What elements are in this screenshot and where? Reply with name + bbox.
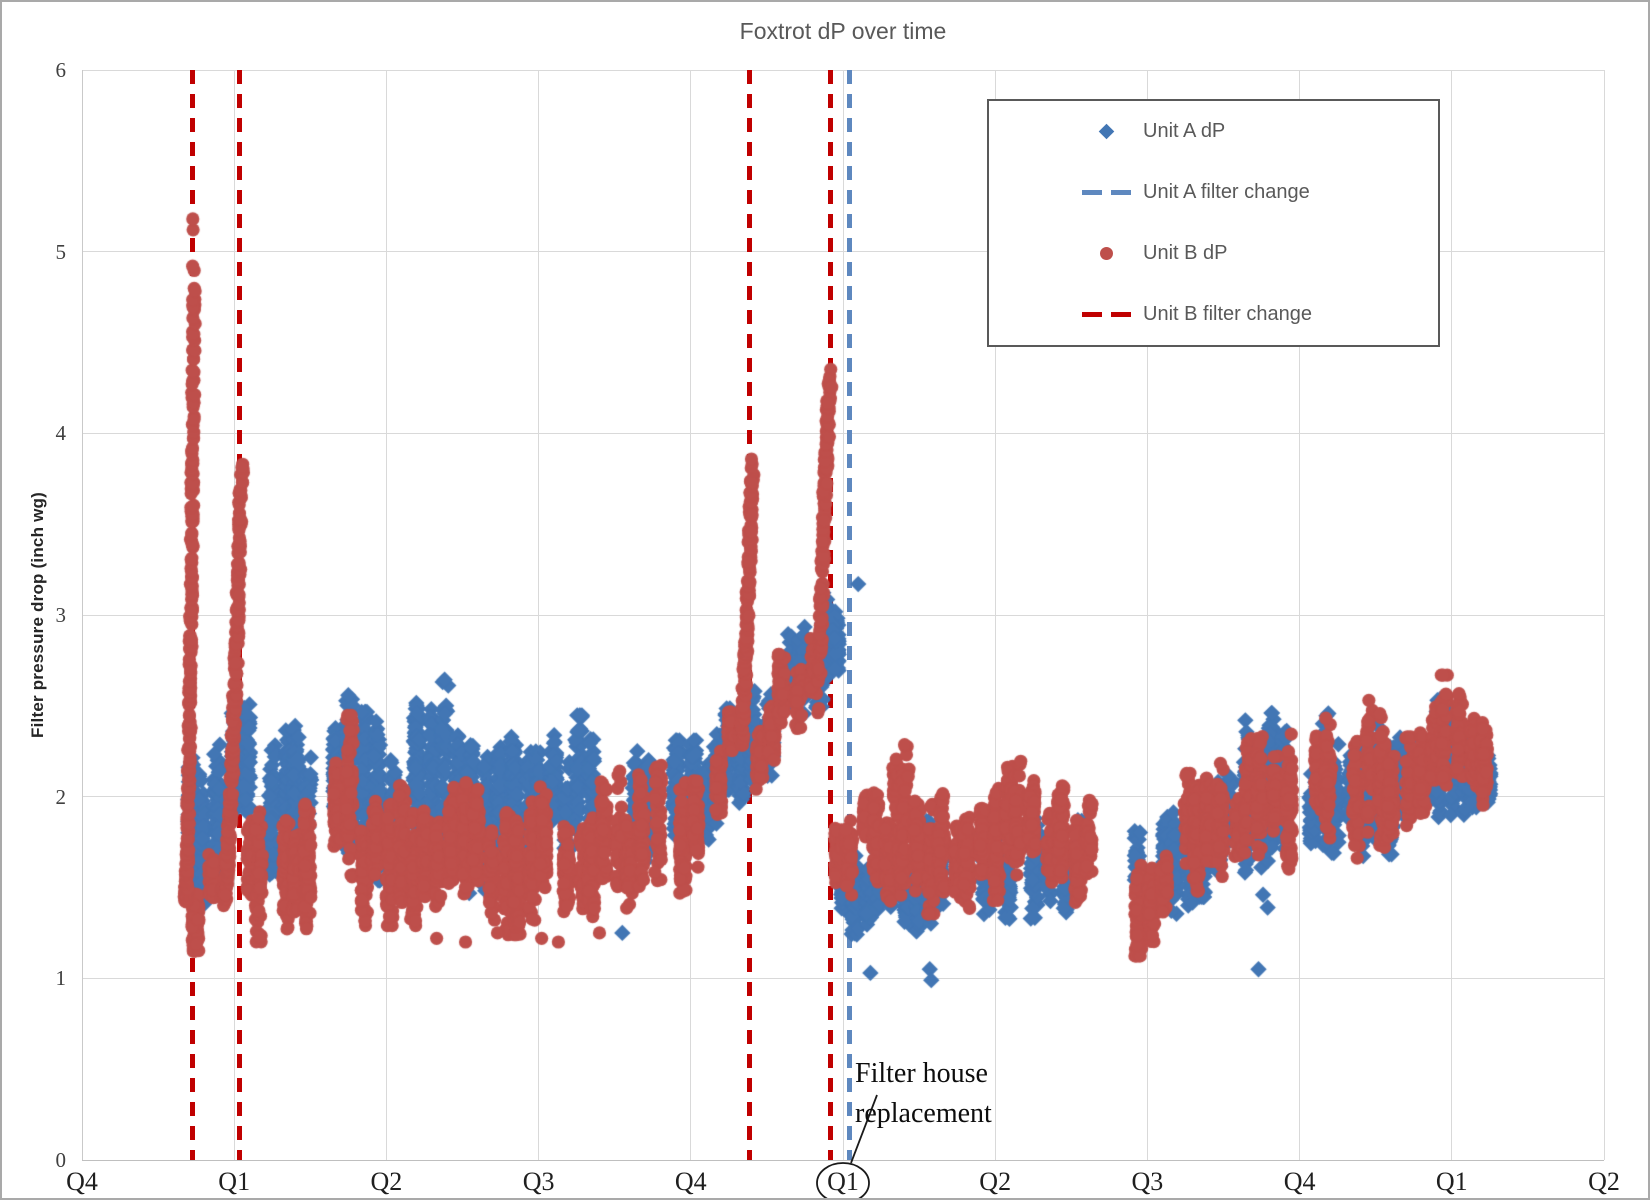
legend-entry: Unit A dP	[989, 102, 1438, 162]
annotation-line-2: replacement	[855, 1098, 992, 1129]
legend-label: Unit B dP	[1143, 242, 1228, 264]
chart-title: Foxtrot dP over time	[739, 18, 947, 44]
y-axis-title: Filter pressure drop (inch wg)	[28, 492, 47, 738]
legend-label: Unit A filter change	[1143, 181, 1310, 203]
legend-label: Unit B filter change	[1143, 303, 1312, 325]
legend-entry: Unit B filter change	[989, 285, 1438, 345]
legend-dash-icon	[1082, 190, 1131, 195]
annotation-text: Filter house replacement	[855, 1054, 992, 1134]
legend-entry: Unit B dP	[989, 224, 1438, 284]
legend-circle-icon	[1082, 247, 1131, 260]
legend-dash-icon	[1082, 312, 1131, 317]
legend-diamond-icon	[1082, 123, 1131, 140]
q1-circle-highlight	[816, 1162, 870, 1198]
legend: Unit A dP Unit A filter change Unit B dP Un…	[987, 99, 1440, 347]
annotation-leader-line	[850, 1094, 878, 1164]
legend-label: Unit A dP	[1143, 120, 1226, 142]
legend-entry: Unit A filter change	[989, 163, 1438, 223]
annotation-line-1: Filter house	[855, 1058, 988, 1089]
